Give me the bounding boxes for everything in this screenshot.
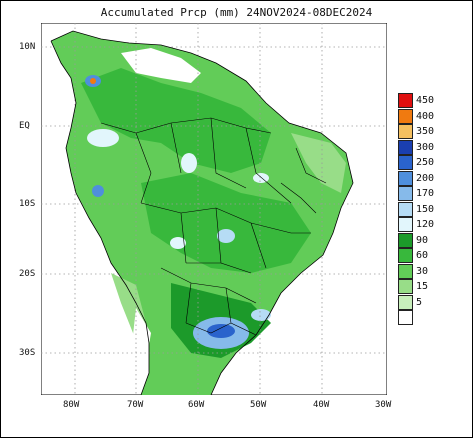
graticule <box>41 23 387 395</box>
legend-swatch <box>398 294 413 310</box>
legend-swatch <box>398 139 413 155</box>
lon-label-30w: 30W <box>375 400 392 410</box>
dry-region-south <box>131 308 151 363</box>
legend-label: 250 <box>416 157 435 168</box>
legend-label: 30 <box>416 265 429 277</box>
light-rain-coast <box>291 133 346 193</box>
legend-label: 5 <box>416 296 423 308</box>
legend-swatch <box>398 155 413 170</box>
legend-swatch <box>398 310 413 325</box>
wet-spot-light-5 <box>253 173 269 183</box>
wet-spot-light-4 <box>217 229 235 243</box>
legend-label: 350 <box>416 126 435 137</box>
legend-label: 15 <box>416 281 429 292</box>
legend-label: 300 <box>416 141 435 153</box>
wet-spot-light-3 <box>170 237 186 249</box>
legend-swatch <box>398 186 413 201</box>
precipitation-map <box>41 23 387 395</box>
legend-swatch <box>398 201 413 217</box>
legend-swatch <box>398 93 413 108</box>
lat-label-30s: 30S <box>19 348 36 358</box>
state-borders <box>100 117 327 336</box>
coastline <box>50 30 354 395</box>
wet-spot-orange-nw <box>90 78 96 84</box>
lon-label-70w: 70W <box>127 400 144 410</box>
legend-swatch <box>398 217 413 232</box>
wet-spot-blue-1 <box>92 185 104 197</box>
lat-label-10n: 10N <box>19 42 36 52</box>
lat-label-eq: EQ <box>19 121 30 131</box>
legend-label: 170 <box>416 188 435 199</box>
legend-label: 90 <box>416 234 429 246</box>
wet-spot-light-south <box>251 309 271 321</box>
legend-swatch <box>398 263 413 279</box>
precipitation-field <box>51 31 353 395</box>
wet-spot-light-2 <box>181 153 197 173</box>
legend-label: 400 <box>416 110 435 122</box>
legend-swatch <box>398 170 413 186</box>
dry-region-north <box>121 48 201 83</box>
legend-label: 60 <box>416 250 429 261</box>
lon-label-60w: 60W <box>188 400 205 410</box>
legend-label: 120 <box>416 219 435 230</box>
wet-spot-light-1 <box>87 129 119 147</box>
dark-rain-band-north <box>81 68 271 173</box>
legend-label: 150 <box>416 203 435 215</box>
legend-swatch <box>398 279 413 294</box>
lon-label-50w: 50W <box>250 400 267 410</box>
legend-label: 450 <box>416 95 435 106</box>
map-title: Accumulated Prcp (mm) 24NOV2024-08DEC202… <box>100 6 373 19</box>
legend-label: 200 <box>416 172 435 184</box>
lat-label-20s: 20S <box>19 269 36 279</box>
legend-swatch <box>398 108 413 124</box>
wet-spot-deep-southeast <box>207 324 235 338</box>
legend-swatch <box>398 232 413 248</box>
lon-label-40w: 40W <box>313 400 330 410</box>
lon-label-80w: 80W <box>63 400 80 410</box>
boundaries <box>50 30 354 395</box>
legend-swatch <box>398 124 413 139</box>
legend-swatch <box>398 248 413 263</box>
dark-rain-band-central <box>141 173 311 273</box>
lat-label-10s: 10S <box>19 199 36 209</box>
